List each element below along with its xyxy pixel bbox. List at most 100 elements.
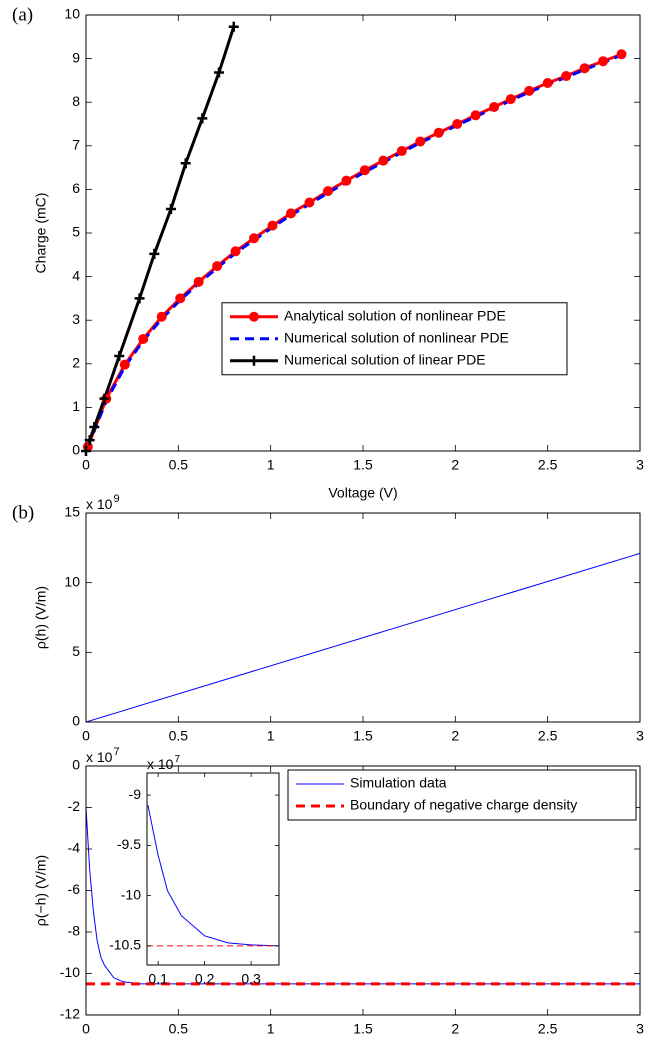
multiplier-base: x 10 (86, 749, 113, 765)
series-line (86, 52, 623, 448)
legend-label: Analytical solution of nonlinear PDE (284, 307, 506, 323)
marker (114, 350, 125, 361)
x-tick-label: 2.5 (538, 1021, 558, 1037)
series-line (86, 26, 236, 451)
x-tick-label: 1 (267, 457, 275, 473)
y-tick-label: -10.5 (109, 937, 141, 953)
marker (249, 233, 260, 244)
y-axis-label: ρ(−h) (V/m) (33, 855, 49, 926)
x-tick-label: 0.5 (169, 1021, 189, 1037)
series-line (147, 805, 279, 947)
marker (489, 101, 500, 112)
marker (433, 127, 444, 138)
legend-marker (249, 311, 259, 322)
marker (579, 63, 590, 74)
y-axis-label: Charge (mC) (33, 193, 49, 274)
axes-box (146, 772, 280, 966)
x-tick-label: 2.5 (538, 457, 558, 473)
y-tick-label: 0 (72, 757, 80, 773)
y-tick-label: 7 (72, 137, 80, 153)
y-tick-label: -9 (129, 786, 142, 802)
marker (156, 311, 167, 322)
x-tick-label: 3 (636, 728, 644, 744)
plot-area (147, 805, 279, 947)
legend-label: Simulation data (350, 775, 447, 791)
y-tick-label: 6 (72, 180, 80, 196)
marker (99, 393, 110, 404)
x-tick-label: 0 (82, 457, 90, 473)
y-tick-label: -9.5 (117, 836, 141, 852)
marker (341, 175, 352, 186)
marker (165, 204, 176, 215)
inset-background (147, 773, 279, 965)
y-tick-label: 1 (72, 398, 80, 414)
x-tick-label: 0.3 (241, 971, 261, 987)
legend-label: Numerical solution of nonlinear PDE (284, 329, 509, 345)
marker (228, 21, 239, 32)
marker (230, 246, 241, 257)
y-tick-label: -12 (60, 1006, 80, 1022)
x-tick-label: 2 (451, 1021, 459, 1037)
x-tick-label: 2 (451, 728, 459, 744)
y-tick-label: -6 (68, 881, 81, 897)
marker (505, 94, 516, 105)
multiplier-base: x 10 (86, 496, 113, 512)
marker (138, 333, 149, 344)
marker (396, 146, 407, 157)
y-tick-label: 15 (64, 504, 80, 520)
y-tick-label: -2 (68, 798, 81, 814)
x-tick-label: 0.5 (169, 457, 189, 473)
panel-label: (b) (12, 502, 34, 523)
y-tick-label: 4 (72, 267, 80, 283)
x-tick-label: 3 (636, 1021, 644, 1037)
y-tick-label: -4 (68, 840, 81, 856)
marker (304, 197, 315, 208)
y-tick-label: 9 (72, 49, 80, 65)
marker (134, 293, 145, 304)
marker (267, 220, 278, 231)
y-tick-label: 2 (72, 355, 80, 371)
x-tick-label: 3 (636, 457, 644, 473)
marker (378, 155, 389, 166)
series-line (86, 53, 623, 448)
series-line (86, 552, 640, 722)
marker (285, 208, 296, 219)
marker (359, 165, 370, 176)
marker (89, 422, 100, 433)
legend-box (221, 302, 568, 376)
multiplier-base: x 10 (147, 756, 174, 772)
x-tick-label: 0 (82, 1021, 90, 1037)
marker (542, 78, 553, 89)
y-tick-label: 5 (72, 643, 80, 659)
y-tick-label: 0 (72, 442, 80, 458)
marker (561, 71, 572, 82)
marker (616, 49, 627, 60)
y-tick-label: 0 (72, 713, 80, 729)
marker (598, 56, 609, 67)
marker (452, 119, 463, 129)
marker (415, 136, 426, 147)
y-tick-label: -8 (68, 923, 81, 939)
multiplier-exponent: 9 (113, 493, 119, 505)
x-tick-label: 1.5 (353, 457, 373, 473)
legend-box (287, 769, 637, 821)
axis-multiplier: x 109 (86, 493, 120, 512)
axes-box (85, 512, 641, 723)
legend-marker (249, 355, 259, 366)
legend-label: Boundary of negative charge density (350, 797, 577, 813)
y-tick-label: 10 (64, 573, 80, 589)
x-tick-label: 0.2 (195, 971, 215, 987)
plot-area (86, 552, 640, 722)
y-tick-label: 3 (72, 311, 80, 327)
axes-box (85, 14, 641, 452)
x-tick-label: 2.5 (538, 728, 558, 744)
panel-label: (a) (12, 4, 33, 25)
plot-area (81, 21, 627, 456)
x-tick-label: 0 (82, 728, 90, 744)
marker (175, 293, 186, 304)
marker (197, 113, 208, 124)
x-tick-label: 1.5 (353, 1021, 373, 1037)
marker (193, 276, 204, 287)
x-tick-label: 0.1 (148, 971, 168, 987)
